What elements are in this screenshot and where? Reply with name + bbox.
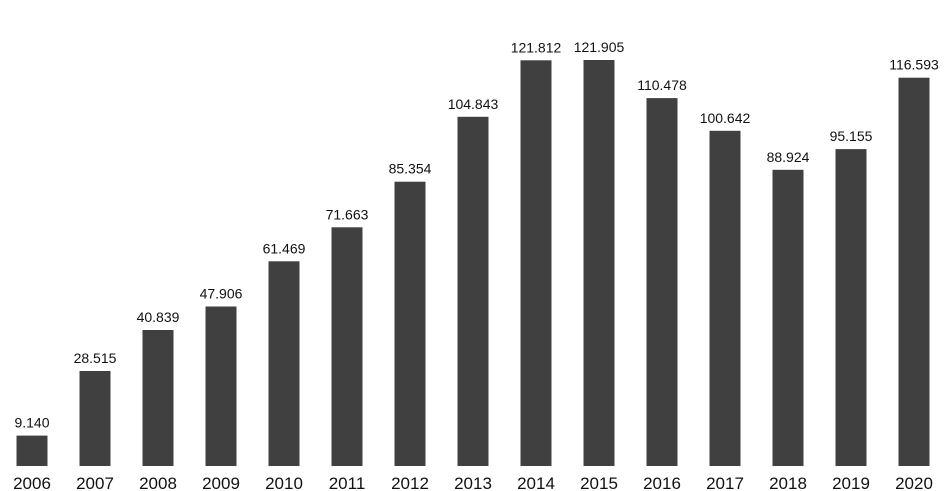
- bar-2015: [583, 60, 615, 466]
- bar-2012: [394, 181, 426, 466]
- x-tick-label-2010: 2010: [265, 474, 303, 491]
- x-tick-label-2018: 2018: [769, 474, 807, 491]
- bars-group: [16, 60, 930, 467]
- bar-2013: [457, 116, 489, 467]
- x-tick-label-2006: 2006: [13, 474, 51, 491]
- value-label-2017: 100.642: [700, 110, 751, 126]
- x-tick-label-2017: 2017: [706, 474, 744, 491]
- bar-2020: [898, 77, 930, 466]
- x-tick-label-2014: 2014: [517, 474, 555, 491]
- bar-2017: [709, 130, 741, 467]
- value-label-2012: 85.354: [389, 161, 432, 177]
- value-label-2015: 121.905: [574, 39, 625, 55]
- value-label-2009: 47.906: [200, 286, 243, 302]
- value-label-2006: 9.140: [14, 415, 49, 431]
- x-tick-label-2020: 2020: [895, 474, 933, 491]
- value-label-2013: 104.843: [448, 96, 499, 112]
- x-tick-label-2015: 2015: [580, 474, 618, 491]
- bar-2019: [835, 149, 867, 466]
- x-tick-label-2009: 2009: [202, 474, 240, 491]
- bar-2006: [16, 435, 48, 466]
- value-labels-group: 9.140 28.515 40.839 47.906 61.469 71.663 85.35…: [14, 39, 939, 431]
- x-axis-tick-labels: 2006 2007 2008 2009 2010 2011 2012 2013 2014 2015…: [13, 474, 933, 491]
- bar-2018: [772, 169, 804, 467]
- x-tick-label-2011: 2011: [329, 474, 366, 491]
- value-label-2018: 88.924: [767, 149, 810, 165]
- x-tick-label-2016: 2016: [643, 474, 681, 491]
- value-label-2020: 116.593: [889, 57, 939, 73]
- value-label-2019: 95.155: [830, 128, 873, 144]
- x-tick-label-2008: 2008: [139, 474, 177, 491]
- x-tick-label-2013: 2013: [454, 474, 492, 491]
- value-label-2011: 71.663: [326, 206, 369, 222]
- bar-2007: [79, 371, 111, 466]
- bar-2011: [331, 227, 363, 466]
- value-label-2016: 110.478: [637, 77, 687, 93]
- x-tick-label-2007: 2007: [76, 474, 114, 491]
- x-tick-label-2019: 2019: [832, 474, 870, 491]
- bar-2009: [205, 306, 237, 466]
- value-label-2007: 28.515: [74, 350, 117, 366]
- x-tick-label-2012: 2012: [391, 474, 429, 491]
- value-label-2014: 121.812: [511, 39, 562, 55]
- value-label-2008: 40.839: [137, 309, 180, 325]
- bar-2014: [520, 60, 552, 467]
- value-label-2010: 61.469: [263, 240, 306, 256]
- bar-2010: [268, 261, 300, 466]
- bar-2016: [646, 98, 678, 466]
- bar-2008: [142, 330, 174, 466]
